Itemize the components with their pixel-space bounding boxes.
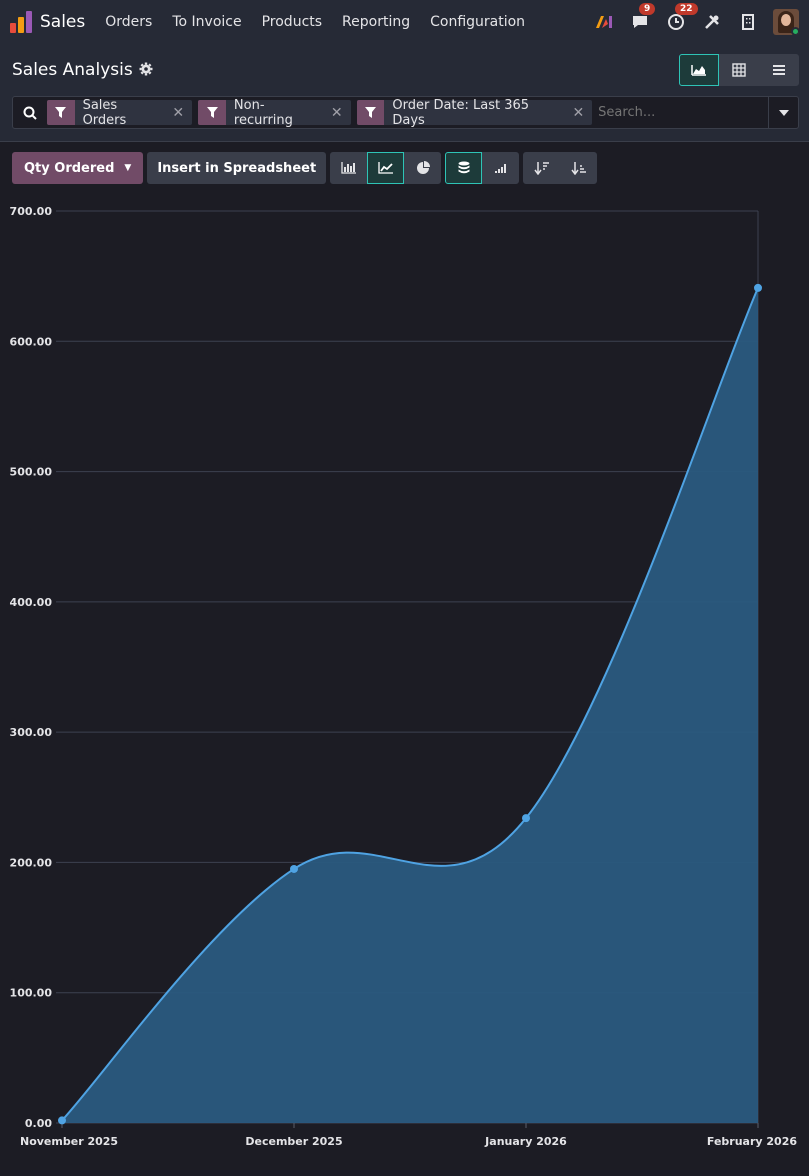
- facet-sales-orders: Sales Orders ✕: [46, 97, 193, 128]
- activities-icon[interactable]: 22: [665, 3, 698, 33]
- chart-type-group: [330, 152, 442, 184]
- x-tick-label: November 2025: [20, 1135, 118, 1148]
- data-point[interactable]: [58, 1116, 66, 1125]
- page-title: Sales Analysis: [12, 60, 133, 80]
- facet-label: Non-recurring: [233, 97, 293, 128]
- line-chart-button[interactable]: [367, 152, 405, 184]
- sort-group: [523, 152, 598, 184]
- user-avatar[interactable]: [773, 9, 799, 35]
- facet-label: Order Date: Last 365 Days: [392, 97, 530, 128]
- facet-remove-icon[interactable]: ✕: [172, 104, 185, 121]
- view-switcher: [679, 54, 799, 86]
- top-navbar: Sales Orders To Invoice Products Reporti…: [0, 0, 809, 44]
- series-line: [61, 287, 759, 1122]
- stack-group: [445, 152, 520, 184]
- graph-toolbar: Qty Ordered ▼ Insert in Spreadsheet: [0, 142, 809, 186]
- measure-label: Qty Ordered: [24, 160, 115, 176]
- data-point[interactable]: [290, 864, 298, 873]
- menu-products[interactable]: Products: [261, 14, 323, 30]
- pie-chart-button[interactable]: [404, 152, 442, 184]
- tools-icon[interactable]: [701, 11, 723, 33]
- online-status-dot: [791, 27, 799, 35]
- facet-label: Sales Orders: [82, 97, 127, 128]
- x-tick-label: February 2026: [707, 1135, 797, 1148]
- filter-icon: [198, 100, 226, 125]
- list-view-button[interactable]: [759, 54, 799, 86]
- facet-remove-icon[interactable]: ✕: [572, 104, 585, 121]
- company-icon[interactable]: [737, 11, 759, 33]
- search-options-toggle[interactable]: [768, 97, 798, 128]
- y-tick-label: 0.00: [25, 1117, 52, 1130]
- measures-dropdown[interactable]: Qty Ordered ▼: [12, 152, 144, 184]
- y-tick-label: 400.00: [10, 596, 53, 609]
- menu-orders[interactable]: Orders: [105, 14, 153, 30]
- data-point[interactable]: [522, 814, 530, 823]
- sort-ascending-button[interactable]: [560, 152, 598, 184]
- y-tick-label: 600.00: [10, 335, 53, 348]
- menu-configuration[interactable]: Configuration: [430, 14, 526, 30]
- y-tick-label: 200.00: [10, 856, 53, 869]
- facet-non-recurring: Non-recurring ✕: [198, 97, 351, 128]
- y-tick-label: 100.00: [10, 987, 53, 1000]
- sales-app-icon[interactable]: [10, 11, 32, 33]
- area-chart: 0.00 100.00 200.00 300.00 400.00 500.00 600.00…: [10, 205, 798, 1148]
- search-input[interactable]: [598, 105, 769, 120]
- facet-order-date: Order Date: Last 365 Days ✕: [356, 97, 593, 128]
- caret-down-icon: [778, 109, 789, 116]
- facet-remove-icon[interactable]: ✕: [330, 104, 343, 121]
- y-tick-label: 700.00: [10, 205, 53, 218]
- pivot-view-button[interactable]: [719, 54, 759, 86]
- sort-descending-button[interactable]: [523, 152, 561, 184]
- chart-area: 0.00 100.00 200.00 300.00 400.00 500.00 600.00…: [0, 196, 809, 1172]
- app-brand[interactable]: Sales: [40, 12, 86, 32]
- insert-spreadsheet-button[interactable]: Insert in Spreadsheet: [147, 152, 327, 184]
- cumulative-button[interactable]: [482, 152, 520, 184]
- stacked-button[interactable]: [445, 152, 483, 184]
- y-tick-label: 500.00: [10, 466, 53, 479]
- control-panel: Sales Analysis Sales Orders ✕ Non: [0, 44, 809, 142]
- graph-view-button[interactable]: [679, 54, 719, 86]
- activities-badge: 22: [675, 3, 698, 15]
- messages-badge: 9: [639, 3, 656, 15]
- bar-chart-button[interactable]: [330, 152, 368, 184]
- messages-icon[interactable]: 9: [629, 3, 656, 33]
- series-area: [62, 287, 758, 1124]
- gear-icon[interactable]: [139, 61, 153, 80]
- menu-to-invoice[interactable]: To Invoice: [172, 14, 242, 30]
- filter-icon: [356, 100, 385, 125]
- caret-down-icon: ▼: [124, 163, 132, 173]
- ai-icon[interactable]: [593, 11, 615, 33]
- filter-icon: [46, 100, 75, 125]
- x-tick-label: January 2026: [484, 1135, 567, 1148]
- data-point[interactable]: [754, 283, 762, 292]
- x-tick-label: December 2025: [245, 1135, 342, 1148]
- search-bar: Sales Orders ✕ Non-recurring ✕ Order Dat…: [12, 96, 799, 129]
- search-icon[interactable]: [13, 106, 47, 120]
- y-tick-label: 300.00: [10, 726, 53, 739]
- menu-reporting[interactable]: Reporting: [342, 14, 411, 30]
